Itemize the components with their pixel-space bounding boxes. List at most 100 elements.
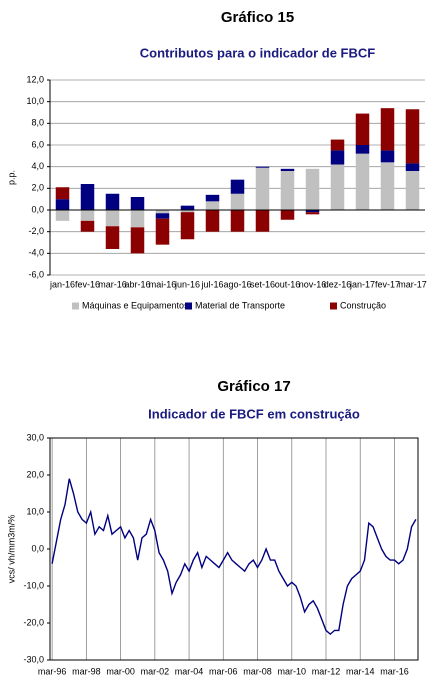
bar-segment [330,164,345,210]
bar-segment [305,168,320,210]
bar-segment [380,150,395,163]
x-tick-label: set-16 [250,279,275,289]
bar-segment [330,139,345,151]
bar-segment [55,210,70,221]
bar-segment [130,197,145,210]
x-tick-label: mar-04 [175,666,204,676]
y-tick-label: 30,0 [26,432,44,442]
x-tick-label: jun-16 [174,279,200,289]
bar-segment [205,210,220,232]
y-tick-label: -10,0 [23,580,44,590]
y-axis-label: p.p. [6,170,16,185]
y-tick-label: 0,0 [31,543,44,553]
x-tick-label: mar-14 [346,666,375,676]
legend-label: Máquinas e Equipamentos [82,300,189,310]
bar-segment [280,168,295,171]
chart-title: Gráfico 15 [221,9,294,26]
bar-segment [155,213,170,219]
bar-segment [180,210,195,213]
bar-segment [80,210,95,221]
y-tick-label: -20,0 [23,617,44,627]
x-tick-label: nov-16 [299,279,327,289]
x-tick-label: out-16 [275,279,301,289]
y-tick-label: 2,0 [31,183,44,193]
chart-title: Gráfico 17 [217,378,290,395]
y-tick-label: -6,0 [28,269,44,279]
bar-segment [255,167,270,210]
y-tick-label: 20,0 [26,469,44,479]
x-tick-label: fev-16 [75,279,100,289]
bar-segment [105,226,120,249]
bar-segment [180,212,195,240]
x-tick-label: mar-16 [98,279,127,289]
y-tick-label: 12,0 [26,74,44,84]
x-tick-label: jan-17 [349,279,375,289]
x-tick-label: mar-00 [106,666,135,676]
bar-segment [230,193,245,210]
bar-segment [155,218,170,245]
bar-segment [405,163,420,171]
y-tick-label: -30,0 [23,654,44,664]
x-tick-label: mar-12 [312,666,341,676]
bar-segment [405,109,420,164]
y-tick-label: 10,0 [26,506,44,516]
bar-segment [380,108,395,151]
bar-segment [80,220,95,232]
bar-segment [355,113,370,145]
bar-segment [230,210,245,232]
bar-segment [355,145,370,154]
y-tick-label: -2,0 [28,226,44,236]
bar-segment [255,166,270,168]
x-tick-label: jul-16 [200,279,223,289]
x-tick-label: jan-16 [49,279,75,289]
bar-segment [180,205,195,210]
x-tick-label: fev-17 [375,279,400,289]
x-tick-label: mar-16 [380,666,409,676]
bar-segment [105,193,120,210]
bar-segment [205,201,220,210]
bar-segment [55,187,70,200]
bar-segment [330,150,345,165]
legend-swatch [185,302,192,310]
y-tick-label: 10,0 [26,96,44,106]
x-tick-label: mar-17 [398,279,427,289]
y-tick-label: -4,0 [28,248,44,258]
legend-label: Construção [340,300,386,310]
bar-segment [380,162,395,210]
bar-segment [280,210,295,220]
x-tick-label: mar-96 [38,666,67,676]
y-tick-label: 6,0 [31,139,44,149]
bar-segment [305,212,320,215]
x-tick-label: dez-16 [324,279,352,289]
y-axis-label: vcs/ vh/mm3m/% [6,515,16,584]
y-tick-label: 4,0 [31,161,44,171]
legend-swatch [72,302,79,310]
bar-segment [55,199,70,210]
legend-swatch [330,302,337,310]
x-tick-label: mar-02 [141,666,170,676]
bar-segment [305,210,320,213]
x-tick-label: mai-16 [149,279,177,289]
plot-frame [49,437,419,661]
x-tick-label: mar-10 [278,666,307,676]
x-tick-label: mar-06 [209,666,238,676]
bar-segment [255,210,270,232]
bar-segment [105,210,120,227]
bar-segment [130,227,145,254]
bar-segment [155,210,170,214]
line [51,478,417,636]
bar-segment [405,171,420,210]
bar-segment [130,210,145,228]
bar-segment [230,179,245,194]
x-tick-label: abr-16 [124,279,150,289]
x-tick-label: ago-16 [223,279,251,289]
bar-segment [280,171,295,210]
bar-segment [80,184,95,210]
bar-segment [355,153,370,210]
bar-segment [205,194,220,202]
y-tick-label: 0,0 [31,204,44,214]
y-tick-label: 8,0 [31,118,44,128]
chart-subtitle: Indicador de FBCF em construção [148,406,360,421]
x-tick-label: mar-08 [243,666,272,676]
x-tick-label: mar-98 [72,666,101,676]
